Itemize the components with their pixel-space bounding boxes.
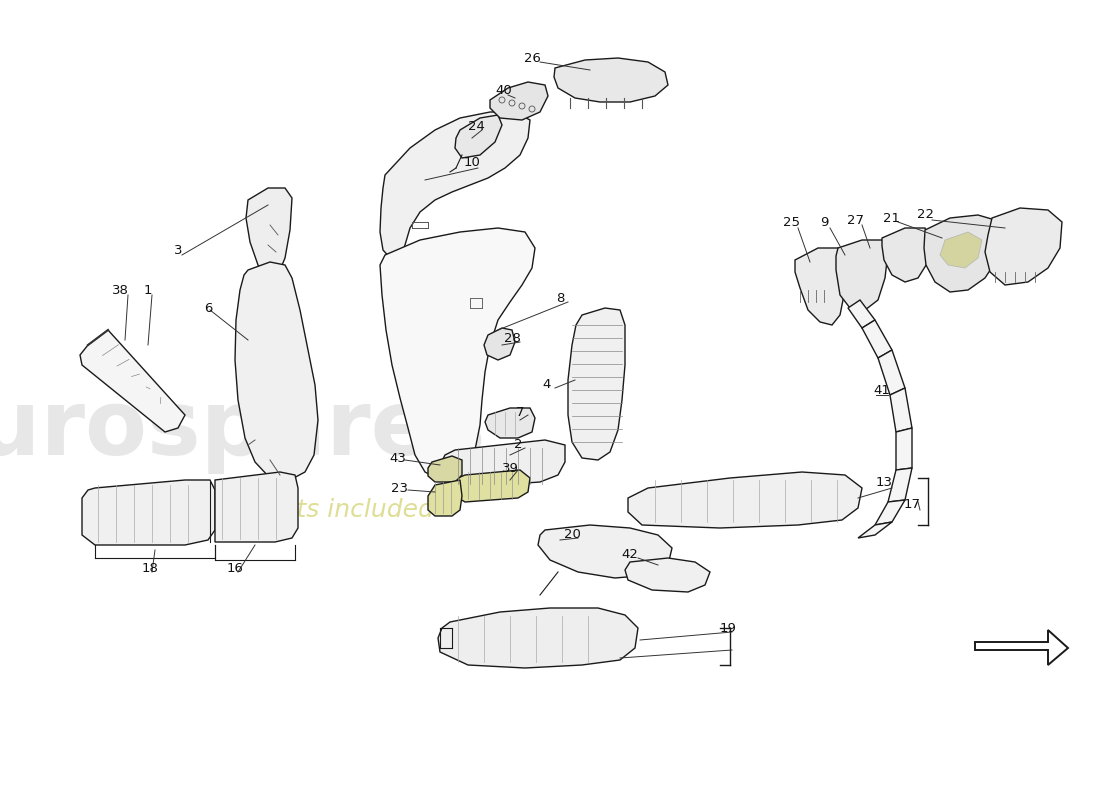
Polygon shape — [490, 82, 548, 120]
Text: 43: 43 — [389, 451, 406, 465]
Text: 4: 4 — [542, 378, 551, 391]
Polygon shape — [878, 350, 905, 395]
Text: 25: 25 — [783, 215, 801, 229]
Polygon shape — [438, 608, 638, 668]
Polygon shape — [440, 440, 565, 488]
Text: 23: 23 — [392, 482, 408, 494]
Polygon shape — [874, 500, 905, 525]
Polygon shape — [628, 472, 862, 528]
Text: 17: 17 — [903, 498, 921, 511]
Text: 6: 6 — [204, 302, 212, 314]
Polygon shape — [975, 630, 1068, 665]
Text: 2: 2 — [514, 438, 522, 451]
Polygon shape — [924, 215, 1000, 292]
Polygon shape — [890, 388, 912, 432]
Text: 22: 22 — [917, 209, 935, 222]
Text: 9: 9 — [820, 215, 828, 229]
Polygon shape — [484, 328, 515, 360]
Polygon shape — [862, 320, 892, 358]
Polygon shape — [538, 525, 672, 578]
Text: 21: 21 — [883, 211, 901, 225]
Text: a passion for parts included: a passion for parts included — [86, 498, 433, 522]
Text: 10: 10 — [463, 157, 481, 170]
Polygon shape — [858, 522, 892, 538]
Polygon shape — [379, 228, 535, 480]
Text: 19: 19 — [719, 622, 736, 634]
Polygon shape — [214, 472, 298, 542]
Text: 3: 3 — [174, 243, 183, 257]
Polygon shape — [80, 330, 185, 432]
Polygon shape — [848, 300, 874, 328]
Polygon shape — [554, 58, 668, 102]
Polygon shape — [379, 112, 530, 260]
Polygon shape — [888, 468, 912, 502]
Polygon shape — [485, 408, 535, 438]
Text: 24: 24 — [468, 119, 484, 133]
Polygon shape — [984, 208, 1062, 285]
Polygon shape — [896, 428, 912, 470]
Text: 42: 42 — [621, 549, 638, 562]
Polygon shape — [453, 470, 530, 502]
Polygon shape — [882, 228, 930, 282]
Polygon shape — [82, 480, 214, 545]
Text: 20: 20 — [563, 529, 581, 542]
Polygon shape — [568, 308, 625, 460]
Polygon shape — [428, 480, 462, 516]
Polygon shape — [625, 558, 710, 592]
Text: 27: 27 — [847, 214, 865, 226]
Text: 40: 40 — [496, 83, 513, 97]
Polygon shape — [246, 188, 292, 278]
Text: 28: 28 — [504, 331, 520, 345]
Polygon shape — [940, 232, 982, 268]
Text: 38: 38 — [111, 283, 129, 297]
Polygon shape — [455, 115, 502, 158]
Polygon shape — [836, 240, 888, 310]
Text: 41: 41 — [873, 383, 890, 397]
Text: 8: 8 — [556, 291, 564, 305]
Text: 18: 18 — [142, 562, 158, 574]
Polygon shape — [795, 248, 845, 325]
Polygon shape — [428, 456, 462, 482]
Text: 7: 7 — [516, 406, 525, 418]
Text: eurospares: eurospares — [0, 386, 485, 474]
Text: 16: 16 — [227, 562, 243, 574]
Text: 1: 1 — [144, 283, 152, 297]
Text: 26: 26 — [524, 51, 540, 65]
Text: 13: 13 — [876, 475, 892, 489]
Polygon shape — [235, 262, 318, 480]
Text: 39: 39 — [502, 462, 518, 474]
